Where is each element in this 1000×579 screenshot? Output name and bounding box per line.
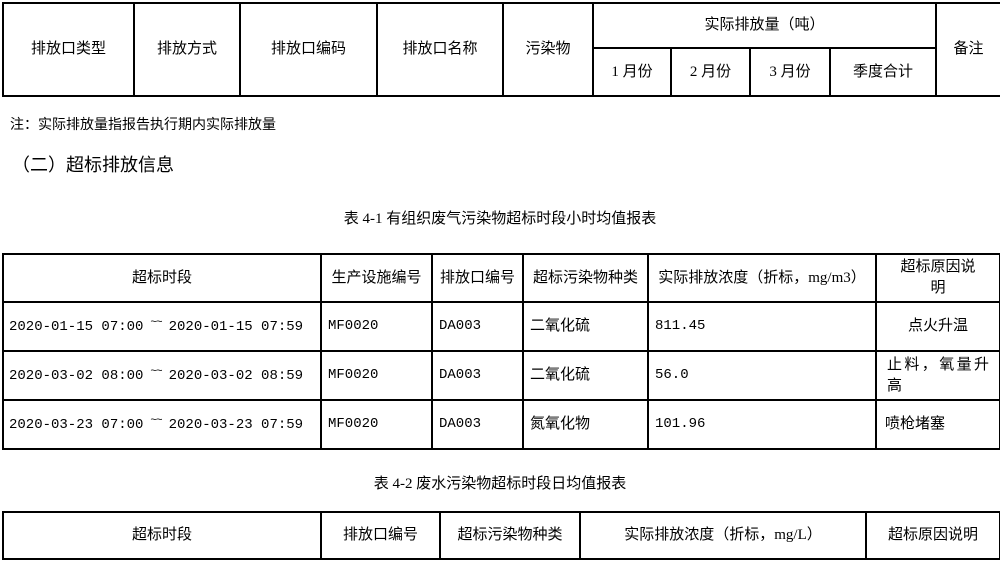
table-row: 2020-03-02 08:00 ~~ 2020-03-02 08:59 MF002… xyxy=(2,350,1000,401)
range-separator: ~~ xyxy=(150,365,162,378)
header-outlet-id: 排放口编号 xyxy=(320,511,441,560)
facility-id-cell: MF0020 xyxy=(320,350,433,401)
header-discharge-mode: 排放方式 xyxy=(133,2,241,97)
table-row: 2020-01-15 07:00 ~~ 2020-01-15 07:59 MF002… xyxy=(2,301,1000,352)
outlet-id-cell: DA003 xyxy=(431,399,524,450)
table-4-1-title: 表 4-1 有组织废气污染物超标时段小时均值报表 xyxy=(343,211,657,227)
header-quarter-total: 季度合计 xyxy=(828,47,938,97)
concentration-cell: 101.96 xyxy=(647,399,877,450)
header-outlet-code: 排放口编码 xyxy=(239,2,378,97)
header-facility-id: 生产设施编号 xyxy=(320,253,433,303)
table-row: 2020-03-23 07:00 ~~ 2020-03-23 07:59 MF002… xyxy=(2,399,1000,450)
note-text: 注：实际排放量指报告执行期内实际排放量 xyxy=(10,118,276,133)
concentration-cell: 56.0 xyxy=(647,350,877,401)
pollutant-cell: 二氧化硫 xyxy=(522,301,649,352)
header-actual-emission-group: 实际排放量（吨） xyxy=(591,2,938,49)
facility-id-cell: MF0020 xyxy=(320,399,433,450)
period-cell: 2020-03-02 08:00 ~~ 2020-03-02 08:59 xyxy=(2,350,322,401)
header-month-1: 1 月份 xyxy=(592,47,672,97)
header-concentration: 实际排放浓度（折标，mg/L） xyxy=(579,511,867,560)
reason-cell: 喷枪堵塞 xyxy=(875,399,1000,450)
header-outlet-name: 排放口名称 xyxy=(376,2,504,97)
range-separator: ~~ xyxy=(150,414,162,427)
header-outlet-type: 排放口类型 xyxy=(2,2,135,97)
reason-cell: 点火升温 xyxy=(875,301,1000,352)
actual-emissions-table: 排放口类型 排放方式 排放口编码 排放口名称 污染物 实际排放量（吨） 备注 1… xyxy=(2,2,1000,97)
table-4-2: 超标时段 排放口编号 超标污染物种类 实际排放浓度（折标，mg/L） 超标原因说… xyxy=(2,511,1000,560)
reason-cell: 止料，氧量升高 xyxy=(875,350,1000,401)
concentration-cell: 811.45 xyxy=(647,301,877,352)
period-end: 2020-03-23 07:59 xyxy=(168,416,304,433)
period-start: 2020-01-15 07:00 xyxy=(9,318,144,335)
header-month-2: 2 月份 xyxy=(670,47,751,97)
range-separator: ~~ xyxy=(150,316,162,329)
period-cell: 2020-03-23 07:00 ~~ 2020-03-23 07:59 xyxy=(2,399,322,450)
period-start: 2020-03-23 07:00 xyxy=(9,416,144,433)
outlet-id-cell: DA003 xyxy=(431,350,524,401)
header-remarks: 备注 xyxy=(935,2,1000,97)
outlet-id-cell: DA003 xyxy=(431,301,524,352)
header-pollutant-type: 超标污染物种类 xyxy=(522,253,649,303)
report-page: 排放口类型 排放方式 排放口编码 排放口名称 污染物 实际排放量（吨） 备注 1… xyxy=(2,0,1000,560)
table-4-2-title: 表 4-2 废水污染物超标时段日均值报表 xyxy=(373,476,627,492)
table-4-1: 超标时段 生产设施编号 排放口编号 超标污染物种类 实际排放浓度（折标，mg/m… xyxy=(2,253,1000,450)
header-pollutant-type: 超标污染物种类 xyxy=(439,511,581,560)
header-month-3: 3 月份 xyxy=(749,47,831,97)
header-pollutant: 污染物 xyxy=(502,2,594,97)
header-exceed-reason: 超标原因说明 xyxy=(875,253,1000,303)
header-exceed-reason: 超标原因说明 xyxy=(865,511,1000,560)
pollutant-cell: 氮氧化物 xyxy=(522,399,649,450)
facility-id-cell: MF0020 xyxy=(320,301,433,352)
period-cell: 2020-01-15 07:00 ~~ 2020-01-15 07:59 xyxy=(2,301,322,352)
period-end: 2020-01-15 07:59 xyxy=(168,318,304,335)
table-4-2-header-row: 超标时段 排放口编号 超标污染物种类 实际排放浓度（折标，mg/L） 超标原因说… xyxy=(2,511,1000,560)
summary-subheader-row: 1 月份 2 月份 3 月份 季度合计 xyxy=(3,47,1000,97)
pollutant-cell: 二氧化硫 xyxy=(522,350,649,401)
table-4-1-header-row: 超标时段 生产设施编号 排放口编号 超标污染物种类 实际排放浓度（折标，mg/m… xyxy=(2,253,1000,303)
period-end: 2020-03-02 08:59 xyxy=(168,367,304,384)
summary-header-row: 排放口类型 排放方式 排放口编码 排放口名称 污染物 实际排放量（吨） 备注 xyxy=(2,2,1000,97)
header-exceed-period: 超标时段 xyxy=(2,253,322,303)
header-exceed-period: 超标时段 xyxy=(2,511,322,560)
section-heading: （二）超标排放信息 xyxy=(12,155,174,175)
header-outlet-id: 排放口编号 xyxy=(431,253,524,303)
header-concentration: 实际排放浓度（折标，mg/m3） xyxy=(647,253,877,303)
period-start: 2020-03-02 08:00 xyxy=(9,367,144,384)
